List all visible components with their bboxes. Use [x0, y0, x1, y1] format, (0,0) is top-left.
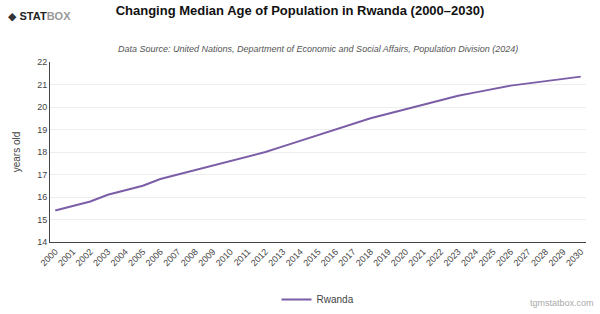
svg-text:14: 14	[37, 237, 47, 247]
svg-text:15: 15	[37, 215, 47, 225]
svg-text:Changing Median Age of Populat: Changing Median Age of Population in Rwa…	[116, 3, 485, 18]
svg-text:2017: 2017	[336, 247, 357, 268]
svg-text:2028: 2028	[529, 247, 550, 268]
svg-text:2001: 2001	[56, 247, 77, 268]
svg-text:tgmstatbox.com: tgmstatbox.com	[530, 298, 594, 308]
svg-text:2005: 2005	[126, 247, 147, 268]
svg-text:2003: 2003	[91, 247, 112, 268]
svg-text:2019: 2019	[371, 247, 392, 268]
svg-text:2020: 2020	[389, 247, 410, 268]
svg-text:19: 19	[37, 125, 47, 135]
svg-text:◆ STATBOX: ◆ STATBOX	[8, 10, 71, 22]
svg-text:2030: 2030	[564, 247, 585, 268]
svg-text:2015: 2015	[301, 247, 322, 268]
svg-text:2007: 2007	[161, 247, 182, 268]
svg-text:2004: 2004	[109, 247, 130, 268]
svg-text:2008: 2008	[179, 247, 200, 268]
svg-text:20: 20	[37, 102, 47, 112]
svg-text:2014: 2014	[284, 247, 305, 268]
svg-text:2018: 2018	[354, 247, 375, 268]
svg-text:2011: 2011	[232, 247, 253, 268]
svg-text:18: 18	[37, 147, 47, 157]
svg-text:years old: years old	[11, 132, 22, 173]
svg-text:2025: 2025	[477, 247, 498, 268]
svg-text:2016: 2016	[319, 247, 340, 268]
svg-text:2006: 2006	[144, 247, 165, 268]
svg-text:2024: 2024	[459, 247, 480, 268]
svg-text:2012: 2012	[249, 247, 270, 268]
svg-text:2026: 2026	[494, 247, 515, 268]
svg-text:2000: 2000	[39, 247, 60, 268]
svg-text:2013: 2013	[266, 247, 287, 268]
svg-text:Data Source: United Nations, D: Data Source: United Nations, Department …	[118, 44, 518, 54]
svg-text:Rwanda: Rwanda	[317, 294, 354, 305]
svg-text:2010: 2010	[214, 247, 235, 268]
svg-text:2027: 2027	[512, 247, 533, 268]
svg-text:2021: 2021	[406, 247, 427, 268]
svg-text:17: 17	[37, 170, 47, 180]
svg-text:2022: 2022	[424, 247, 445, 268]
svg-text:21: 21	[37, 80, 47, 90]
svg-text:2029: 2029	[547, 247, 568, 268]
svg-text:22: 22	[37, 57, 47, 67]
svg-text:2009: 2009	[196, 247, 217, 268]
svg-text:16: 16	[37, 192, 47, 202]
svg-text:2023: 2023	[441, 247, 462, 268]
svg-text:2002: 2002	[74, 247, 95, 268]
